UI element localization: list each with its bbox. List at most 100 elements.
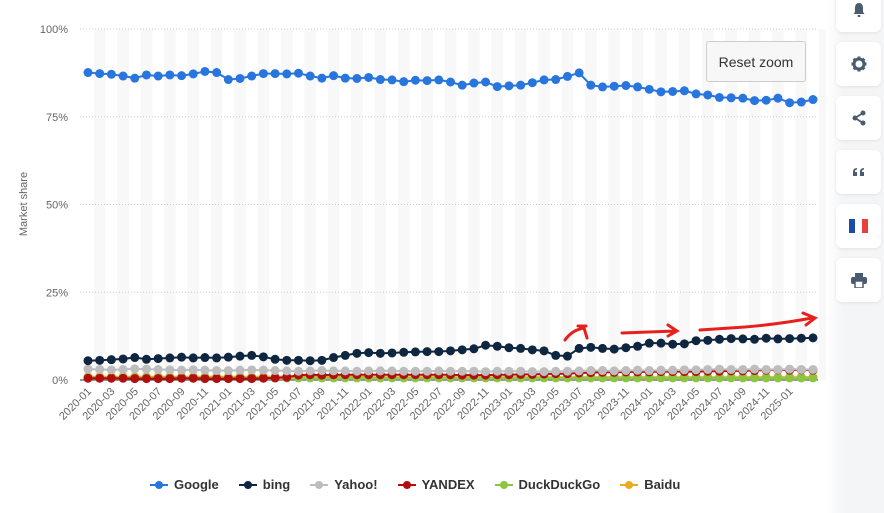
share-icon: [852, 110, 865, 126]
settings-button[interactable]: [836, 42, 881, 86]
plot-band: [327, 29, 340, 380]
data-point: [118, 373, 128, 383]
legend-label: DuckDuckGo: [518, 477, 601, 492]
data-point: [527, 78, 537, 88]
data-point: [609, 344, 619, 354]
data-point: [808, 95, 818, 105]
data-point: [586, 366, 596, 376]
legend-item-baidu[interactable]: Baidu: [620, 477, 680, 492]
print-icon: [850, 272, 867, 288]
data-point: [668, 365, 678, 375]
plot-band: [655, 29, 667, 380]
plot-band: [444, 29, 457, 380]
legend-label: Baidu: [644, 477, 681, 492]
data-point: [586, 80, 596, 90]
data-point: [679, 373, 689, 383]
data-point: [656, 365, 666, 375]
data-point: [785, 373, 795, 383]
legend-item-bing[interactable]: bing: [238, 477, 291, 492]
annotation-arrow: [563, 324, 589, 342]
data-point: [141, 70, 151, 80]
data-point: [293, 355, 303, 365]
data-point: [364, 348, 374, 358]
data-point: [153, 374, 163, 384]
data-point: [188, 69, 198, 79]
data-point: [422, 366, 432, 376]
data-point: [258, 352, 268, 362]
data-point: [153, 71, 163, 81]
legend-item-yahoo[interactable]: Yahoo!: [310, 477, 378, 492]
legend-item-google[interactable]: Google: [150, 477, 219, 492]
plot-band: [772, 29, 784, 380]
data-point: [399, 347, 409, 357]
plot-band: [795, 29, 808, 380]
data-point: [165, 353, 175, 363]
cite-button[interactable]: [836, 150, 881, 194]
data-point: [247, 350, 257, 360]
data-point: [83, 68, 93, 78]
data-point: [212, 366, 222, 376]
data-point: [738, 334, 748, 344]
data-point: [668, 373, 678, 383]
data-point: [329, 353, 339, 363]
legend-item-duckduckgo[interactable]: DuckDuckGo: [494, 477, 601, 492]
data-point: [235, 73, 245, 83]
data-point: [598, 82, 608, 92]
data-point: [656, 87, 666, 97]
data-point: [656, 373, 666, 383]
data-point: [703, 335, 713, 345]
data-point: [726, 334, 736, 344]
notification-button[interactable]: [836, 0, 881, 32]
data-point: [703, 373, 713, 383]
data-point: [375, 366, 385, 376]
data-point: [95, 364, 105, 374]
legend-label: bing: [262, 477, 291, 492]
data-point: [364, 366, 374, 376]
data-point: [551, 350, 561, 360]
share-button[interactable]: [836, 96, 881, 140]
data-point: [551, 75, 561, 85]
data-point: [726, 93, 736, 103]
data-point: [235, 374, 245, 384]
legend-item-yandex[interactable]: YANDEX: [397, 477, 475, 492]
data-point: [703, 90, 713, 100]
data-point: [282, 355, 292, 365]
data-point: [200, 66, 210, 76]
quote-icon: [852, 168, 864, 176]
legend-marker-icon: [494, 480, 513, 489]
data-point: [410, 75, 420, 85]
data-point: [492, 341, 502, 351]
data-point: [750, 373, 760, 383]
data-point: [796, 333, 806, 343]
data-point: [317, 366, 327, 376]
data-point: [761, 95, 771, 105]
reset-zoom-button[interactable]: Reset zoom: [706, 41, 806, 82]
data-point: [387, 348, 397, 358]
data-point: [609, 81, 619, 91]
data-point: [352, 366, 362, 376]
print-button[interactable]: [836, 258, 881, 302]
data-point: [270, 366, 280, 376]
data-point: [574, 343, 584, 353]
data-point: [679, 339, 689, 349]
y-axis-label: Market share: [18, 171, 30, 237]
plot-band: [748, 29, 761, 380]
data-point: [352, 73, 362, 83]
annotation-arrow: [698, 311, 818, 332]
data-point: [130, 364, 140, 374]
data-point: [773, 364, 783, 374]
data-point: [785, 364, 795, 374]
legend-marker-icon: [238, 480, 257, 489]
data-point: [258, 69, 268, 79]
data-point: [118, 354, 128, 364]
data-point: [410, 347, 420, 357]
language-button[interactable]: [836, 204, 881, 248]
data-point: [165, 70, 175, 80]
data-point: [422, 347, 432, 357]
plot-band: [304, 29, 317, 380]
plot-band: [93, 29, 106, 380]
data-point: [457, 345, 467, 355]
line-chart: 0%25%50%75%100%2020-012020-032020-052020…: [39, 24, 818, 423]
data-point: [364, 72, 374, 82]
data-point: [153, 364, 163, 374]
